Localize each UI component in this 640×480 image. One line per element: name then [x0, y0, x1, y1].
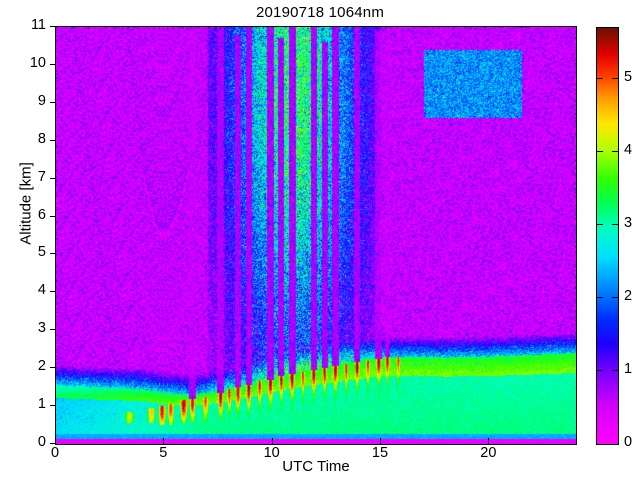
- x-tick-mark-5: [163, 438, 164, 444]
- y-tick-label-1: 1: [37, 396, 46, 413]
- x-tick-mark-15: [380, 438, 381, 444]
- colorbar-tick-label-4: 4: [624, 142, 633, 159]
- x-tick-label-20: 20: [480, 445, 497, 461]
- colorbar-tick-label-5: 5: [624, 69, 633, 86]
- y-tick-mark-4: [50, 291, 56, 292]
- colorbar-tick-label-3: 3: [624, 215, 633, 232]
- colorbar: [596, 27, 619, 445]
- x-tick-mark-20: [488, 438, 489, 444]
- y-tick-label-10: 10: [29, 54, 46, 71]
- y-tick-mark-2: [50, 367, 56, 368]
- colorbar-gradient: [597, 28, 618, 444]
- x-tick-label-0: 0: [50, 445, 60, 461]
- y-tick-label-9: 9: [37, 92, 46, 109]
- y-tick-mark-9: [50, 102, 56, 103]
- y-tick-mark-7: [50, 178, 56, 179]
- colorbar-tick-mark-2: [612, 297, 618, 298]
- y-tick-label-2: 2: [37, 358, 46, 375]
- x-tick-label-5: 5: [159, 445, 168, 461]
- y-tick-mark-1: [50, 405, 56, 406]
- colorbar-tick-mark-left-1: [597, 370, 603, 371]
- colorbar-tick-mark-1: [612, 370, 618, 371]
- colorbar-tick-mark-left-5: [597, 78, 603, 79]
- colorbar-tick-mark-left-2: [597, 297, 603, 298]
- y-tick-mark-0: [50, 443, 56, 444]
- colorbar-tick-label-0: 0: [624, 434, 633, 450]
- colorbar-tick-mark-4: [612, 151, 618, 152]
- colorbar-tick-mark-5: [612, 78, 618, 79]
- plot-area: [55, 26, 577, 445]
- colorbar-tick-label-1: 1: [624, 361, 633, 378]
- y-tick-label-3: 3: [37, 320, 46, 337]
- y-tick-label-11: 11: [30, 17, 46, 33]
- colorbar-tick-mark-3: [612, 224, 618, 225]
- colorbar-tick-mark-left-4: [597, 151, 603, 152]
- chart-title: 20190718 1064nm: [255, 4, 385, 21]
- y-tick-mark-8: [50, 140, 56, 141]
- x-tick-label-15: 15: [371, 445, 389, 461]
- colorbar-tick-label-2: 2: [624, 288, 633, 305]
- x-tick-mark-10: [272, 438, 273, 444]
- x-tick-label-10: 10: [263, 445, 280, 461]
- heatmap-canvas: [56, 27, 576, 444]
- y-tick-label-8: 8: [37, 130, 46, 147]
- y-tick-mark-11: [50, 26, 56, 27]
- y-tick-label-0: 0: [37, 434, 46, 450]
- y-tick-mark-3: [50, 329, 56, 330]
- x-axis-label: UTC Time: [282, 458, 350, 475]
- y-tick-label-4: 4: [37, 282, 46, 299]
- y-tick-label-6: 6: [37, 206, 46, 223]
- colorbar-tick-mark-left-3: [597, 224, 603, 225]
- y-tick-mark-6: [50, 216, 56, 217]
- y-tick-mark-10: [50, 64, 56, 65]
- y-tick-label-5: 5: [37, 244, 46, 261]
- y-tick-mark-5: [50, 253, 56, 254]
- y-tick-label-7: 7: [37, 168, 46, 185]
- x-tick-mark-0: [55, 438, 56, 444]
